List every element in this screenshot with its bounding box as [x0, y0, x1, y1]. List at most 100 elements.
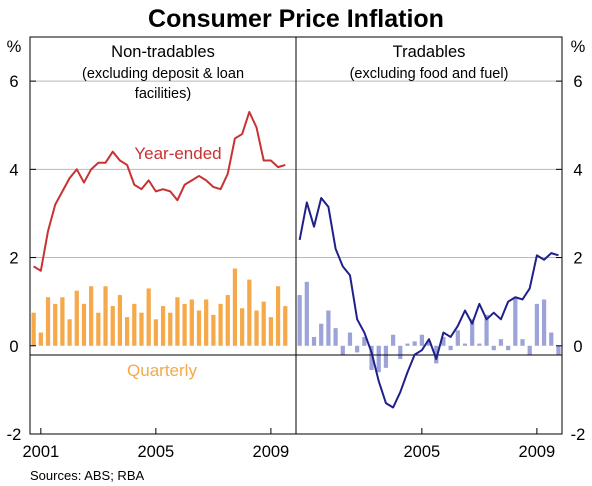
- bar: [376, 345, 381, 373]
- bar: [390, 334, 396, 346]
- bar: [283, 306, 288, 346]
- bar: [333, 328, 338, 346]
- bar: [383, 345, 389, 368]
- bar: [304, 281, 309, 346]
- bar: [31, 312, 36, 346]
- bar: [398, 345, 403, 360]
- series-label-year-ended: Year-ended: [134, 144, 221, 163]
- bar: [53, 303, 58, 346]
- bar: [38, 332, 43, 346]
- bar: [67, 319, 72, 346]
- bar: [326, 310, 331, 346]
- bar: [153, 319, 158, 346]
- bar: [160, 306, 166, 346]
- bar: [362, 336, 367, 346]
- bar: [426, 341, 432, 346]
- bar: [168, 312, 173, 346]
- bar: [139, 312, 144, 346]
- bar: [268, 317, 273, 346]
- bar: [89, 286, 94, 346]
- bar: [96, 312, 101, 346]
- bar: [355, 345, 360, 353]
- x-tick-label: 2001: [22, 443, 59, 461]
- bar: [534, 303, 539, 346]
- bar: [45, 297, 51, 346]
- bar: [182, 303, 187, 346]
- y-tick-label-left: -2: [7, 426, 22, 444]
- bar: [470, 319, 475, 346]
- panel-left-subtitle-line2: facilities): [135, 86, 191, 102]
- bar: [196, 310, 202, 346]
- x-tick-label: 2005: [404, 443, 441, 461]
- bar: [103, 286, 108, 346]
- bar: [275, 286, 281, 346]
- y-tick-label-left: 6: [9, 73, 18, 91]
- bar: [506, 345, 511, 351]
- bar: [513, 297, 518, 346]
- bar: [319, 323, 324, 346]
- y-tick-label-left: 4: [9, 161, 18, 179]
- bar: [441, 336, 446, 346]
- y-tick-label-right: 4: [573, 161, 582, 179]
- x-tick-label: 2009: [519, 443, 556, 461]
- bar: [448, 345, 453, 351]
- series-line: [33, 110, 286, 272]
- bar: [175, 297, 180, 346]
- y-tick-label-left: 0: [9, 338, 18, 356]
- bars-quarterly-non-tradables: [31, 268, 288, 346]
- bar: [541, 299, 547, 346]
- source-note: Sources: ABS; RBA: [30, 468, 144, 483]
- bar: [412, 341, 417, 346]
- unit-left: %: [7, 38, 22, 56]
- bar: [261, 301, 266, 346]
- bar: [81, 303, 87, 346]
- bar: [549, 332, 554, 346]
- bar: [146, 288, 151, 346]
- chart-title: Consumer Price Inflation: [148, 5, 444, 33]
- bar: [211, 314, 216, 346]
- bar: [347, 332, 353, 346]
- bar: [419, 334, 424, 346]
- y-tick-label-right: 0: [573, 338, 582, 356]
- bar: [117, 295, 123, 346]
- bar: [225, 295, 230, 346]
- bar: [556, 345, 561, 355]
- bar: [491, 345, 496, 351]
- bar: [498, 339, 504, 346]
- panel-left-title: Non-tradables: [111, 43, 215, 61]
- bar: [520, 339, 525, 346]
- bar: [455, 330, 460, 346]
- x-tick-label: 2005: [138, 443, 175, 461]
- bar: [74, 290, 79, 346]
- bar: [254, 310, 259, 346]
- bar: [484, 314, 489, 346]
- bar: [527, 345, 532, 355]
- series-label-quarterly: Quarterly: [127, 361, 197, 380]
- bar: [240, 308, 245, 346]
- bar: [132, 303, 137, 346]
- bar: [218, 303, 223, 346]
- y-tick-label-left: 2: [9, 250, 18, 268]
- bar: [311, 336, 317, 346]
- unit-right: %: [571, 38, 586, 56]
- y-tick-label-right: -2: [571, 426, 586, 444]
- bar: [340, 345, 345, 355]
- series-line: [298, 197, 559, 409]
- bar: [297, 295, 302, 346]
- bar: [124, 317, 130, 346]
- line-series: [33, 110, 559, 409]
- bar: [247, 279, 252, 346]
- panel-left-subtitle-line1: (excluding deposit & loan: [82, 66, 244, 82]
- panel-right-title: Tradables: [393, 43, 466, 61]
- y-tick-label-right: 2: [573, 250, 582, 268]
- y-tick-label-right: 6: [573, 73, 582, 91]
- bar: [232, 268, 238, 346]
- bar: [60, 297, 65, 346]
- x-tick-label: 2009: [253, 443, 290, 461]
- bar: [189, 299, 194, 346]
- bar: [477, 343, 482, 346]
- panel-right-subtitle: (excluding food and fuel): [350, 66, 509, 82]
- bars-quarterly-tradables: [297, 281, 561, 373]
- bar: [369, 345, 374, 371]
